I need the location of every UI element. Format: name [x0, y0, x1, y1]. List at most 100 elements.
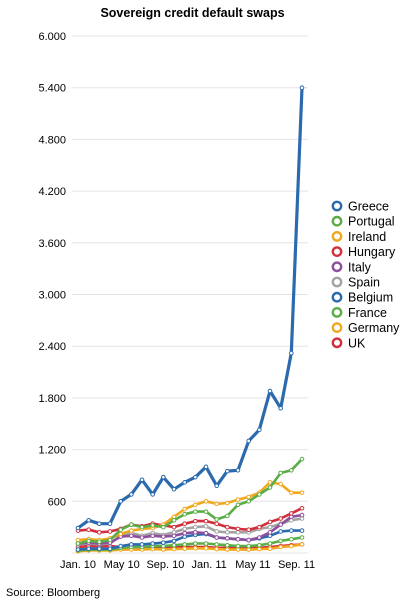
data-point: [107, 537, 113, 543]
data-point: [278, 470, 283, 476]
data-point: [214, 542, 219, 547]
data-point: [97, 530, 102, 535]
legend-marker: [331, 322, 343, 333]
data-point: [225, 524, 230, 530]
series-line: [77, 87, 304, 530]
data-point: [107, 546, 113, 551]
data-point: [203, 509, 209, 514]
legend-label: UK: [348, 336, 366, 350]
legend-item: Germany: [331, 321, 400, 335]
legend-label: Italy: [348, 260, 372, 274]
data-point: [161, 524, 166, 530]
data-point: [225, 468, 230, 474]
data-point: [139, 524, 145, 530]
legend-marker: [331, 215, 343, 227]
x-tick-label: Sep. 10: [146, 559, 184, 571]
legend-marker: [331, 276, 343, 288]
data-point: [214, 529, 219, 534]
data-point: [182, 480, 187, 485]
data-point: [289, 511, 294, 516]
legend-item: Belgium: [331, 291, 393, 305]
legend-label: Germany: [348, 321, 400, 335]
y-tick-label: 2.400: [38, 341, 66, 353]
gridlines: [72, 35, 308, 554]
y-tick-label: 5.400: [38, 83, 66, 95]
data-point: [171, 546, 177, 552]
x-axis-ticks: Jan. 10 May 10 Sep. 10 Jan. 11 May 11 Sep. 11: [60, 559, 315, 571]
x-tick-label: May 11: [235, 559, 270, 571]
legend-item: Italy: [331, 260, 372, 274]
data-point: [182, 546, 187, 551]
data-point: [150, 523, 155, 528]
data-point: [182, 511, 187, 517]
data-point: [203, 541, 209, 546]
data-point: [118, 531, 123, 537]
legend-marker: [331, 200, 343, 212]
data-point: [129, 492, 134, 497]
data-point: [107, 529, 113, 534]
data-point: [225, 513, 230, 519]
data-point: [171, 517, 177, 523]
data-point: [278, 516, 283, 521]
data-point: [97, 521, 102, 527]
data-point: [107, 521, 113, 527]
data-point: [257, 492, 262, 497]
data-point: [193, 541, 198, 546]
data-point: [267, 546, 273, 551]
data-point: [289, 536, 294, 542]
data-point: [289, 350, 294, 356]
data-point: [214, 501, 219, 507]
series-line: [77, 513, 303, 545]
data-point: [299, 512, 305, 518]
data-point: [193, 530, 198, 535]
data-point: [203, 499, 209, 504]
data-point: [118, 543, 123, 549]
data-point: [203, 518, 209, 524]
legend-label: Ireland: [348, 230, 386, 244]
legend-item: France: [331, 306, 387, 320]
series-portugal: [75, 456, 305, 546]
data-point: [86, 527, 91, 533]
data-point: [267, 541, 273, 546]
y-tick-label: 3.600: [38, 238, 66, 250]
legend-label: Portugal: [348, 215, 395, 229]
data-point: [225, 542, 230, 548]
data-point: [225, 530, 230, 535]
data-point: [150, 541, 155, 546]
data-point: [129, 522, 134, 527]
data-point: [246, 494, 251, 500]
legend-marker: [331, 291, 343, 303]
legend-item: Ireland: [331, 230, 386, 244]
data-point: [246, 499, 251, 504]
data-point: [214, 517, 219, 522]
y-tick-label: 1.800: [38, 393, 66, 405]
data-point: [257, 542, 262, 548]
data-point: [235, 502, 241, 508]
source-note: Source: Bloomberg: [6, 587, 101, 599]
data-point: [203, 523, 209, 529]
data-point: [278, 405, 283, 411]
data-point: [278, 538, 283, 544]
data-point: [214, 546, 219, 552]
legend-item: Portugal: [331, 215, 395, 229]
chart-title: Sovereign credit default swaps: [100, 6, 285, 20]
data-point: [299, 535, 305, 540]
data-point: [235, 536, 241, 542]
legend-marker: [331, 337, 343, 349]
series-lines: [75, 85, 305, 554]
data-point: [118, 499, 123, 504]
x-tick-label: Sep. 11: [278, 559, 315, 571]
data-point: [267, 530, 273, 535]
y-tick-label: 600: [48, 496, 66, 508]
data-point: [161, 534, 166, 539]
data-point: [118, 527, 123, 533]
series-greece: [75, 85, 305, 531]
data-point: [257, 546, 262, 552]
data-point: [225, 536, 230, 541]
data-point: [299, 456, 305, 462]
data-point: [299, 528, 305, 533]
data-point: [97, 546, 102, 551]
data-point: [246, 438, 251, 444]
data-point: [97, 539, 102, 545]
